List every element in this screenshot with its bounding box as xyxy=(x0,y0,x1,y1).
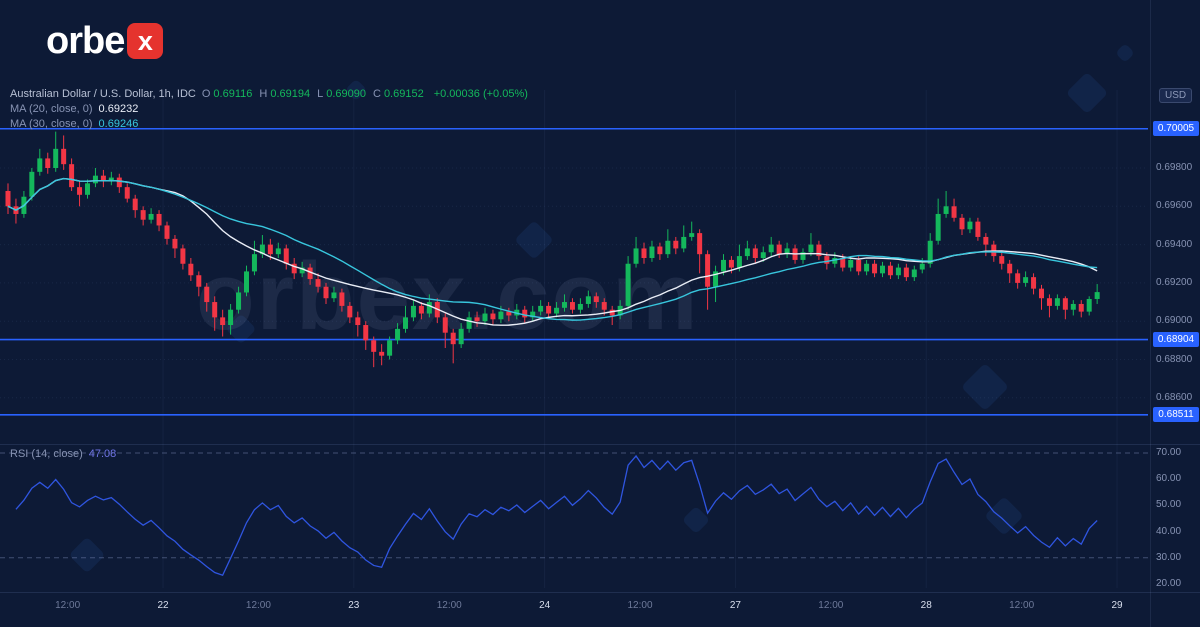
rsi-legend-label: RSI (14, close) xyxy=(10,448,83,460)
ohlc-value: 0.69152 xyxy=(383,88,424,100)
price-level-tag: 0.68511 xyxy=(1153,406,1199,422)
time-tick-label: 27 xyxy=(729,600,741,611)
pane-separator[interactable] xyxy=(0,444,1200,445)
time-axis[interactable]: 12:00 22 12:00 23 12:00 24 12:00 27 12:00 28 12:00… xyxy=(0,592,1150,627)
rsi-layer xyxy=(0,452,1148,577)
rsi-tick-label: 30.00 xyxy=(1156,551,1182,563)
time-axis-separator xyxy=(0,592,1200,593)
rsi-tick-label: 70.00 xyxy=(1156,447,1182,458)
time-tick-label: 22 xyxy=(157,600,169,611)
ohlc-value: 0.69116 xyxy=(213,88,253,100)
price-tick-label: 0.69600 xyxy=(1156,200,1193,212)
rsi-line xyxy=(15,454,1098,577)
ohlc-key: H xyxy=(259,88,268,100)
level-lines-layer[interactable] xyxy=(0,127,1148,416)
rsi-tick-label: 40.00 xyxy=(1156,525,1182,537)
time-tick-label: 12:00 xyxy=(1009,600,1035,611)
ohlc-key: L xyxy=(317,88,324,100)
time-tick-label: 12:00 xyxy=(436,600,462,611)
time-tick-label: 29 xyxy=(1111,600,1123,611)
logo-wordmark: orbe xyxy=(46,20,125,62)
price-axis[interactable]: 0.69800 0.69600 0.69400 0.69200 0.69000 0.688… xyxy=(1150,0,1200,627)
price-tick-label: 0.68600 xyxy=(1156,391,1193,403)
orbex-logo[interactable]: orbe x xyxy=(46,20,164,62)
ma20-legend-label: MA (20, close, 0) xyxy=(10,103,93,115)
price-level-tag: 0.70005 xyxy=(1153,120,1199,136)
currency-badge: USD xyxy=(1159,88,1193,103)
ohlc-values: O 0.69116 H 0.69194 L 0.69090 C 0.69152 xyxy=(202,88,428,100)
ohlc-key: C xyxy=(372,88,381,100)
ma30-line xyxy=(7,177,1098,321)
price-change: +0.00036 (+0.05%) xyxy=(433,88,528,100)
rsi-legend-row: RSI (14, close) 47.08 xyxy=(10,448,116,460)
chart-legend: Australian Dollar / U.S. Dollar, 1h, IDC… xyxy=(10,88,528,133)
rsi-legend-value: 47.08 xyxy=(88,448,117,460)
price-level-tag: 0.68904 xyxy=(1153,331,1199,347)
ma20-line xyxy=(7,177,1098,326)
time-tick-label: 12:00 xyxy=(818,600,844,611)
price-tick-label: 0.68800 xyxy=(1156,353,1193,365)
time-tick-label: 28 xyxy=(920,600,932,611)
rsi-tick-label: 20.00 xyxy=(1156,578,1182,589)
symbol-title: Australian Dollar / U.S. Dollar, 1h, IDC xyxy=(10,88,196,100)
ohlc-value: 0.69194 xyxy=(270,88,311,100)
ohlc-value: 0.69090 xyxy=(326,88,366,100)
price-tick-label: 0.69200 xyxy=(1156,276,1193,288)
time-tick-label: 23 xyxy=(348,600,360,611)
logo-x-badge: x xyxy=(127,23,164,59)
time-tick-label: 12:00 xyxy=(245,600,271,611)
rsi-tick-label: 60.00 xyxy=(1156,473,1182,485)
price-tick-label: 0.69000 xyxy=(1156,315,1193,327)
time-tick-label: 12:00 xyxy=(627,600,653,611)
ma30-legend-value: 0.69246 xyxy=(98,118,139,130)
symbol-row: Australian Dollar / U.S. Dollar, 1h, IDC… xyxy=(10,88,528,103)
ma30-legend-label: MA (30, close, 0) xyxy=(10,118,93,130)
ma20-legend-row: MA (20, close, 0) 0.69232 xyxy=(10,103,528,118)
time-tick-label: 12:00 xyxy=(55,600,81,611)
ma20-legend-value: 0.69232 xyxy=(98,103,139,115)
ohlc-key: O xyxy=(201,88,211,100)
price-tick-label: 0.69800 xyxy=(1156,162,1193,173)
grid-layer xyxy=(0,90,1148,588)
time-tick-label: 24 xyxy=(539,600,551,611)
price-tick-label: 0.69400 xyxy=(1156,238,1193,250)
rsi-tick-label: 50.00 xyxy=(1156,499,1182,511)
candles-layer xyxy=(5,131,1100,368)
ma30-legend-row: MA (30, close, 0) 0.69246 xyxy=(10,118,528,133)
ma-lines-layer xyxy=(7,177,1098,326)
